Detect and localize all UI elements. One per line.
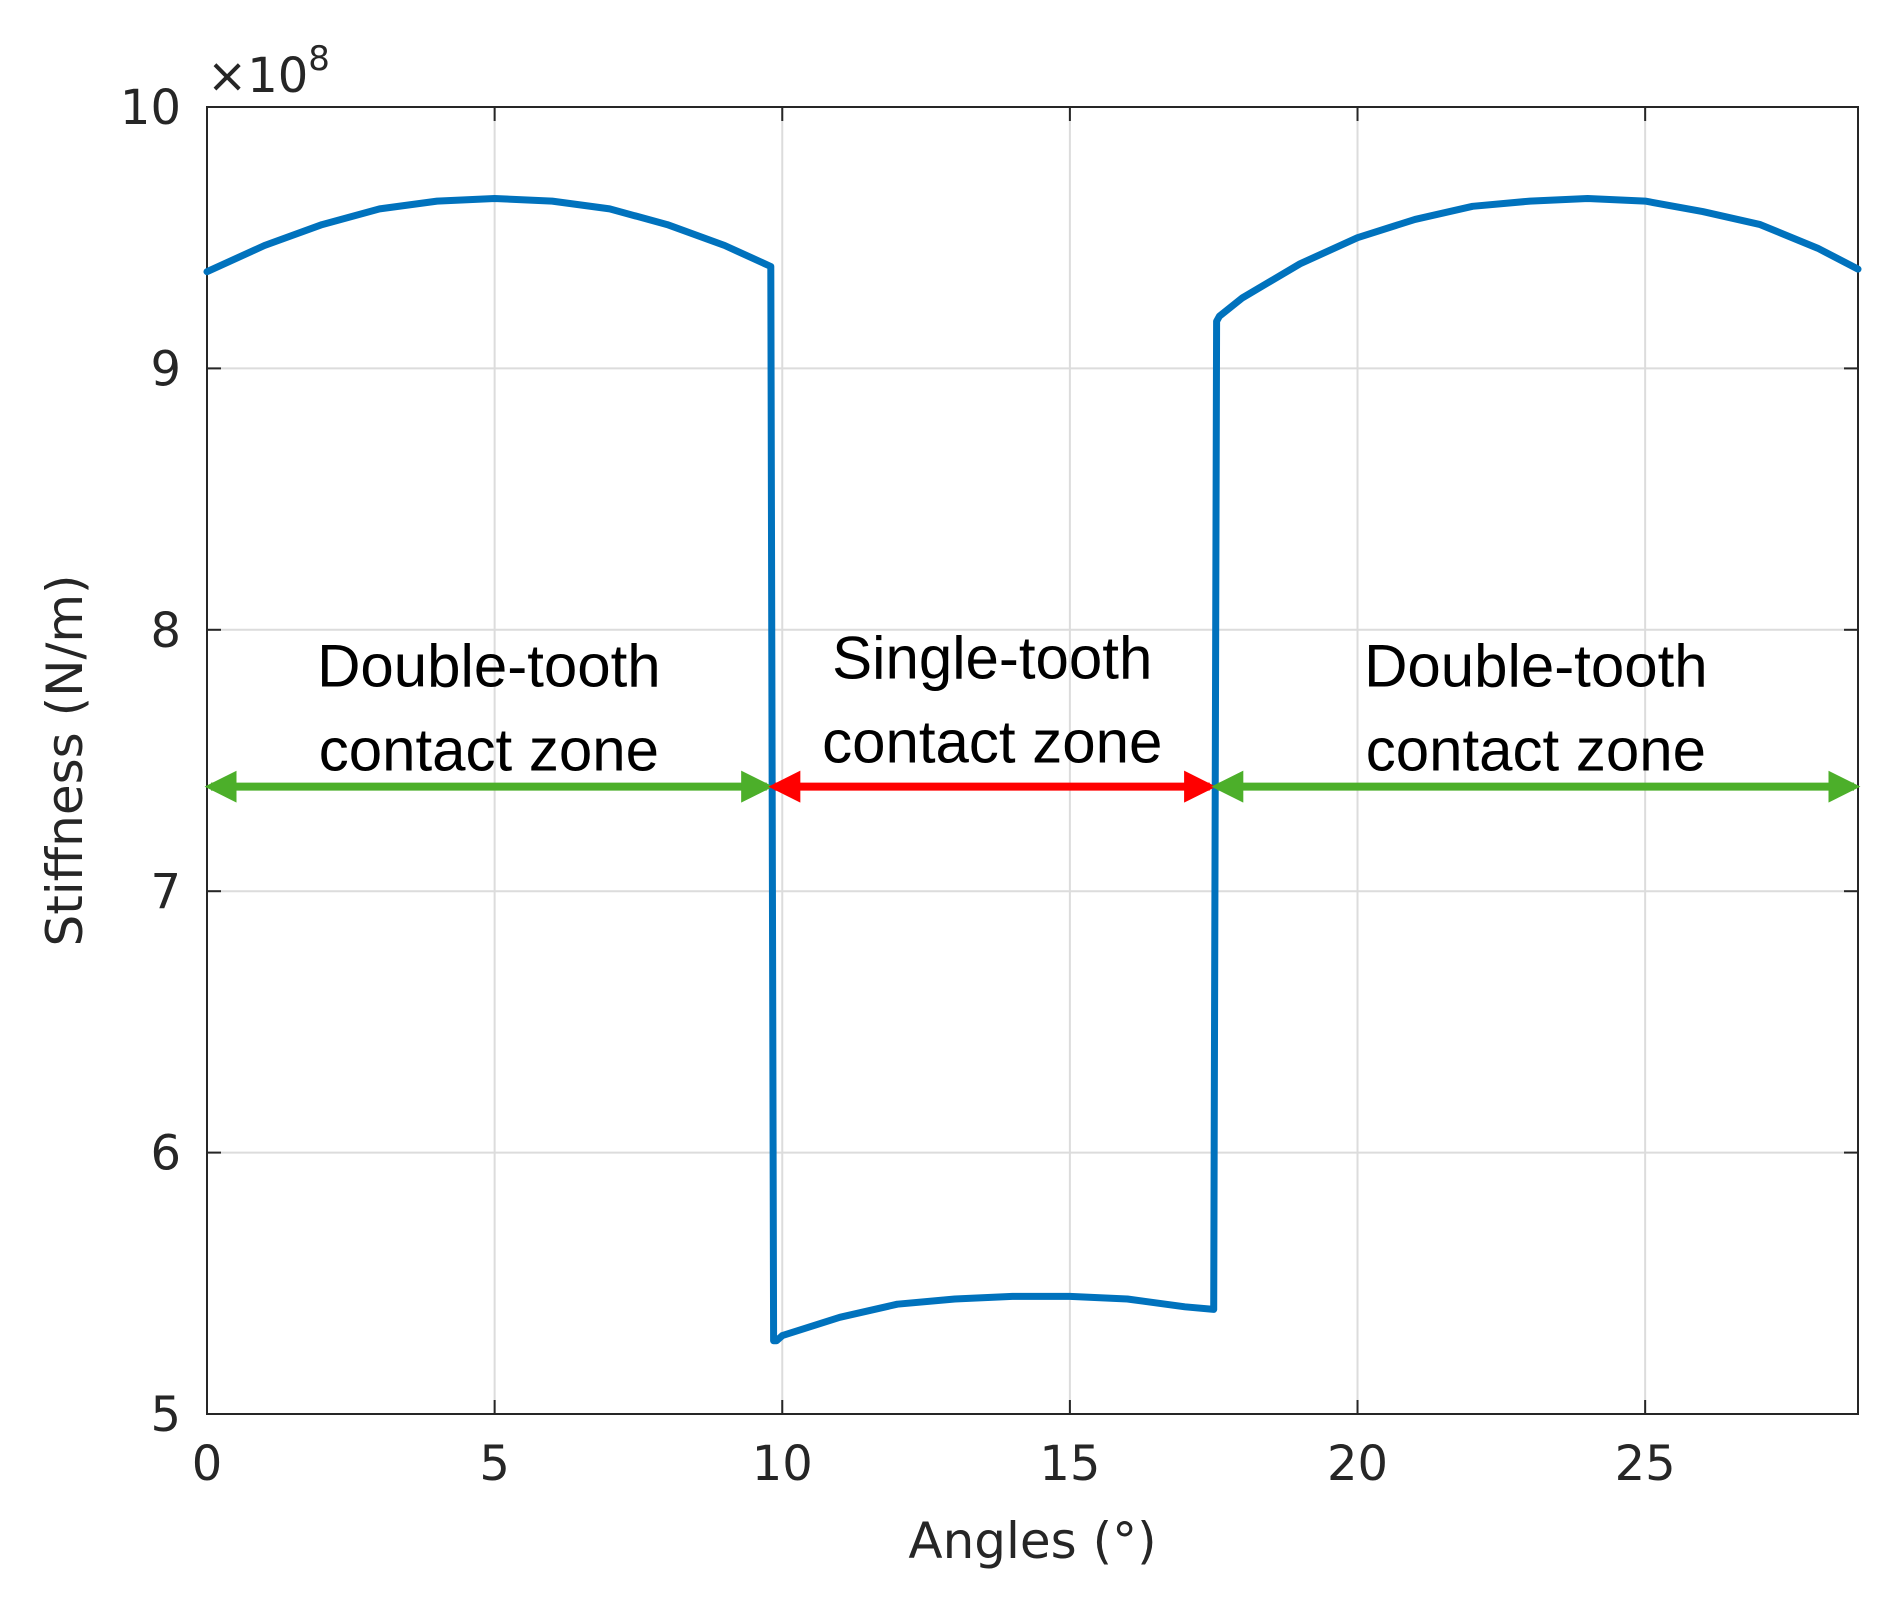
series-line <box>203 195 1862 1345</box>
zone-label-line1: Double-tooth <box>1364 633 1708 700</box>
zone-label-line2: contact zone <box>822 709 1162 776</box>
plot-area-frame <box>206 106 1859 1415</box>
x-tick-label: 0 <box>192 1436 223 1492</box>
y-tick-label: 5 <box>150 1387 181 1443</box>
zone-label-line1: Double-tooth <box>317 633 661 700</box>
x-tick-label: 5 <box>479 1436 510 1492</box>
y-tick-label: 7 <box>150 864 181 920</box>
y-exponent-power: 8 <box>308 39 330 79</box>
y-axis-title: Stiffness (N/m) <box>36 574 94 946</box>
series-layer <box>203 195 1862 1345</box>
x-tick-label: 15 <box>1039 1436 1100 1492</box>
zone-label-line2: contact zone <box>1366 717 1706 784</box>
y-axis-exponent: ×108 <box>207 39 330 104</box>
x-axis-title: Angles (°) <box>908 1512 1156 1570</box>
y-tick-label: 8 <box>150 603 181 659</box>
zone-label-line1: Single-tooth <box>832 625 1152 692</box>
x-tick-label: 20 <box>1327 1436 1388 1492</box>
y-exponent-base: ×10 <box>207 48 308 104</box>
y-tick-label: 9 <box>150 341 181 397</box>
y-tick-label: 6 <box>150 1126 181 1182</box>
x-tick-label: 25 <box>1615 1436 1676 1492</box>
y-tick-label: 10 <box>120 80 181 136</box>
zone-label-line2: contact zone <box>319 717 659 784</box>
x-tick-label: 10 <box>752 1436 813 1492</box>
annotations-layer: Double-tooth contact zone Single-tooth cont… <box>204 625 1861 803</box>
